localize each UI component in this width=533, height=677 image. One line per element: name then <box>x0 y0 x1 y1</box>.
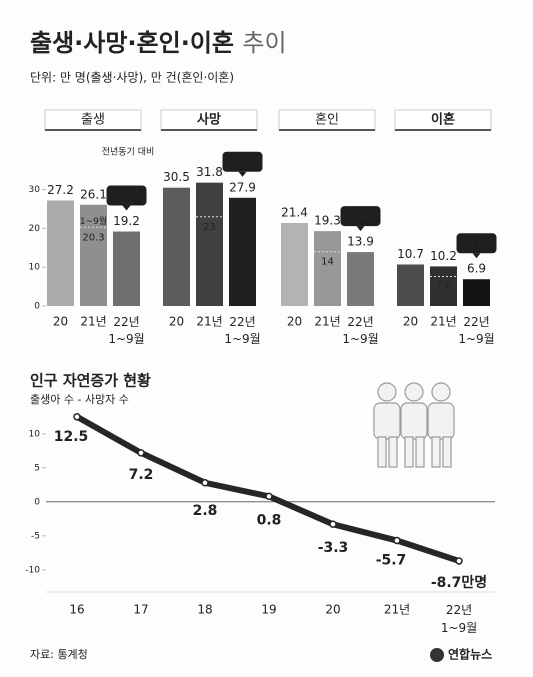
title-suffix: 추이 <box>242 29 286 57</box>
change-label: -1.4% <box>343 209 378 222</box>
title: 출생·사망·혼인·이혼 추이 <box>30 29 287 57</box>
y-axis-label: 출생아 수 - 사망자 수 <box>30 393 129 406</box>
point <box>138 450 144 456</box>
title-main: 출생·사망·혼인·이혼 <box>30 29 234 57</box>
change-label: 21.4% <box>223 155 261 168</box>
bar <box>347 252 374 306</box>
x-tick-label: 20 <box>403 315 418 329</box>
y-tick-label: -5 <box>31 531 40 541</box>
value-label: 30.5 <box>163 170 190 184</box>
x-tick-label: 21년 <box>80 315 106 329</box>
x-tick-label: 20 <box>287 315 302 329</box>
point <box>394 538 400 544</box>
bar <box>47 200 74 306</box>
value-label: 12.5 <box>54 429 89 445</box>
value-label: 27.2 <box>47 183 74 197</box>
y-tick-label: 20 <box>29 224 41 234</box>
bar <box>463 279 490 306</box>
x-tick-label: 19 <box>261 603 276 617</box>
point <box>202 480 208 486</box>
point <box>74 414 80 420</box>
bar <box>397 264 424 306</box>
value-label: 26.1 <box>80 187 107 201</box>
x-tick-label: 20 <box>325 603 340 617</box>
point <box>456 558 462 564</box>
value-label: 7.2 <box>129 467 154 483</box>
x-tick-label: 20 <box>169 315 184 329</box>
logo-mark <box>430 648 444 662</box>
bar <box>281 223 308 306</box>
value-label: 27.9 <box>229 180 256 194</box>
subtitle: 단위: 만 명(출생·사망), 만 건(혼인·이혼) <box>30 71 234 85</box>
ytd-value: 20.3 <box>82 232 104 243</box>
ytd-value: 7.6 <box>436 282 452 293</box>
change-label: -5.2% <box>109 189 144 202</box>
y-tick-label: -10 <box>25 565 40 575</box>
infographic: 출생·사망·혼인·이혼 추이 단위: 만 명(출생·사망), 만 건(혼인·이혼… <box>0 0 533 677</box>
value-label: -8.7만명 <box>431 574 487 591</box>
ytd-value: 23 <box>203 222 216 233</box>
group-header: 출생 <box>81 113 105 128</box>
y-tick-label: 30 <box>29 185 41 195</box>
point <box>266 493 272 499</box>
value-label: 31.8 <box>196 165 223 179</box>
value-label: 0.8 <box>257 512 282 528</box>
bar <box>229 198 256 306</box>
value-label: 21.4 <box>281 205 308 219</box>
value-label: -5.7 <box>376 553 407 569</box>
x-tick-label: 20 <box>53 315 68 329</box>
x-tick-label: 18 <box>197 603 212 617</box>
bar <box>314 231 341 306</box>
group-header: 이혼 <box>431 112 455 128</box>
value-label: 6.9 <box>467 262 486 276</box>
change-label: -3.1% <box>459 236 494 249</box>
x-tick-label: 17 <box>133 603 148 617</box>
group-header: 혼인 <box>315 113 339 128</box>
bar <box>113 232 140 306</box>
value-label: 19.3 <box>314 214 341 228</box>
x-tick-label: 21년 <box>196 315 222 329</box>
value-label: 13.9 <box>347 235 374 249</box>
value-label: 10.2 <box>430 249 457 263</box>
source: 자료: 통계청 <box>30 648 88 661</box>
ytd-label: 1~9월 <box>80 215 107 227</box>
logo: 연합뉴스 <box>448 647 492 662</box>
x-tick-label: 16 <box>69 603 84 617</box>
x-tick-label: 21년 <box>384 603 410 617</box>
annotation: 전년동기 대비 <box>102 147 155 158</box>
bar <box>163 188 190 306</box>
value-label: -3.3 <box>318 540 349 556</box>
chart-title: 인구 자연증가 현황 <box>30 372 151 390</box>
bar <box>196 183 223 306</box>
y-tick-label: 10 <box>29 263 41 273</box>
y-tick-label: 0 <box>34 497 40 507</box>
value-label: 10.7 <box>397 247 424 261</box>
group-header: 사망 <box>197 112 221 128</box>
point <box>330 521 336 527</box>
y-tick-label: 10 <box>29 429 41 439</box>
y-tick-label: 0 <box>34 302 40 312</box>
page: {"title": "출생·사망·혼인·이혼", "title_suffix":… <box>0 0 533 677</box>
x-tick-label: 21년 <box>430 315 456 329</box>
value-label: 2.8 <box>193 503 218 519</box>
y-tick-label: 5 <box>34 463 40 473</box>
ytd-value: 14 <box>321 257 334 268</box>
value-label: 19.2 <box>113 214 140 228</box>
x-tick-label: 21년 <box>314 315 340 329</box>
